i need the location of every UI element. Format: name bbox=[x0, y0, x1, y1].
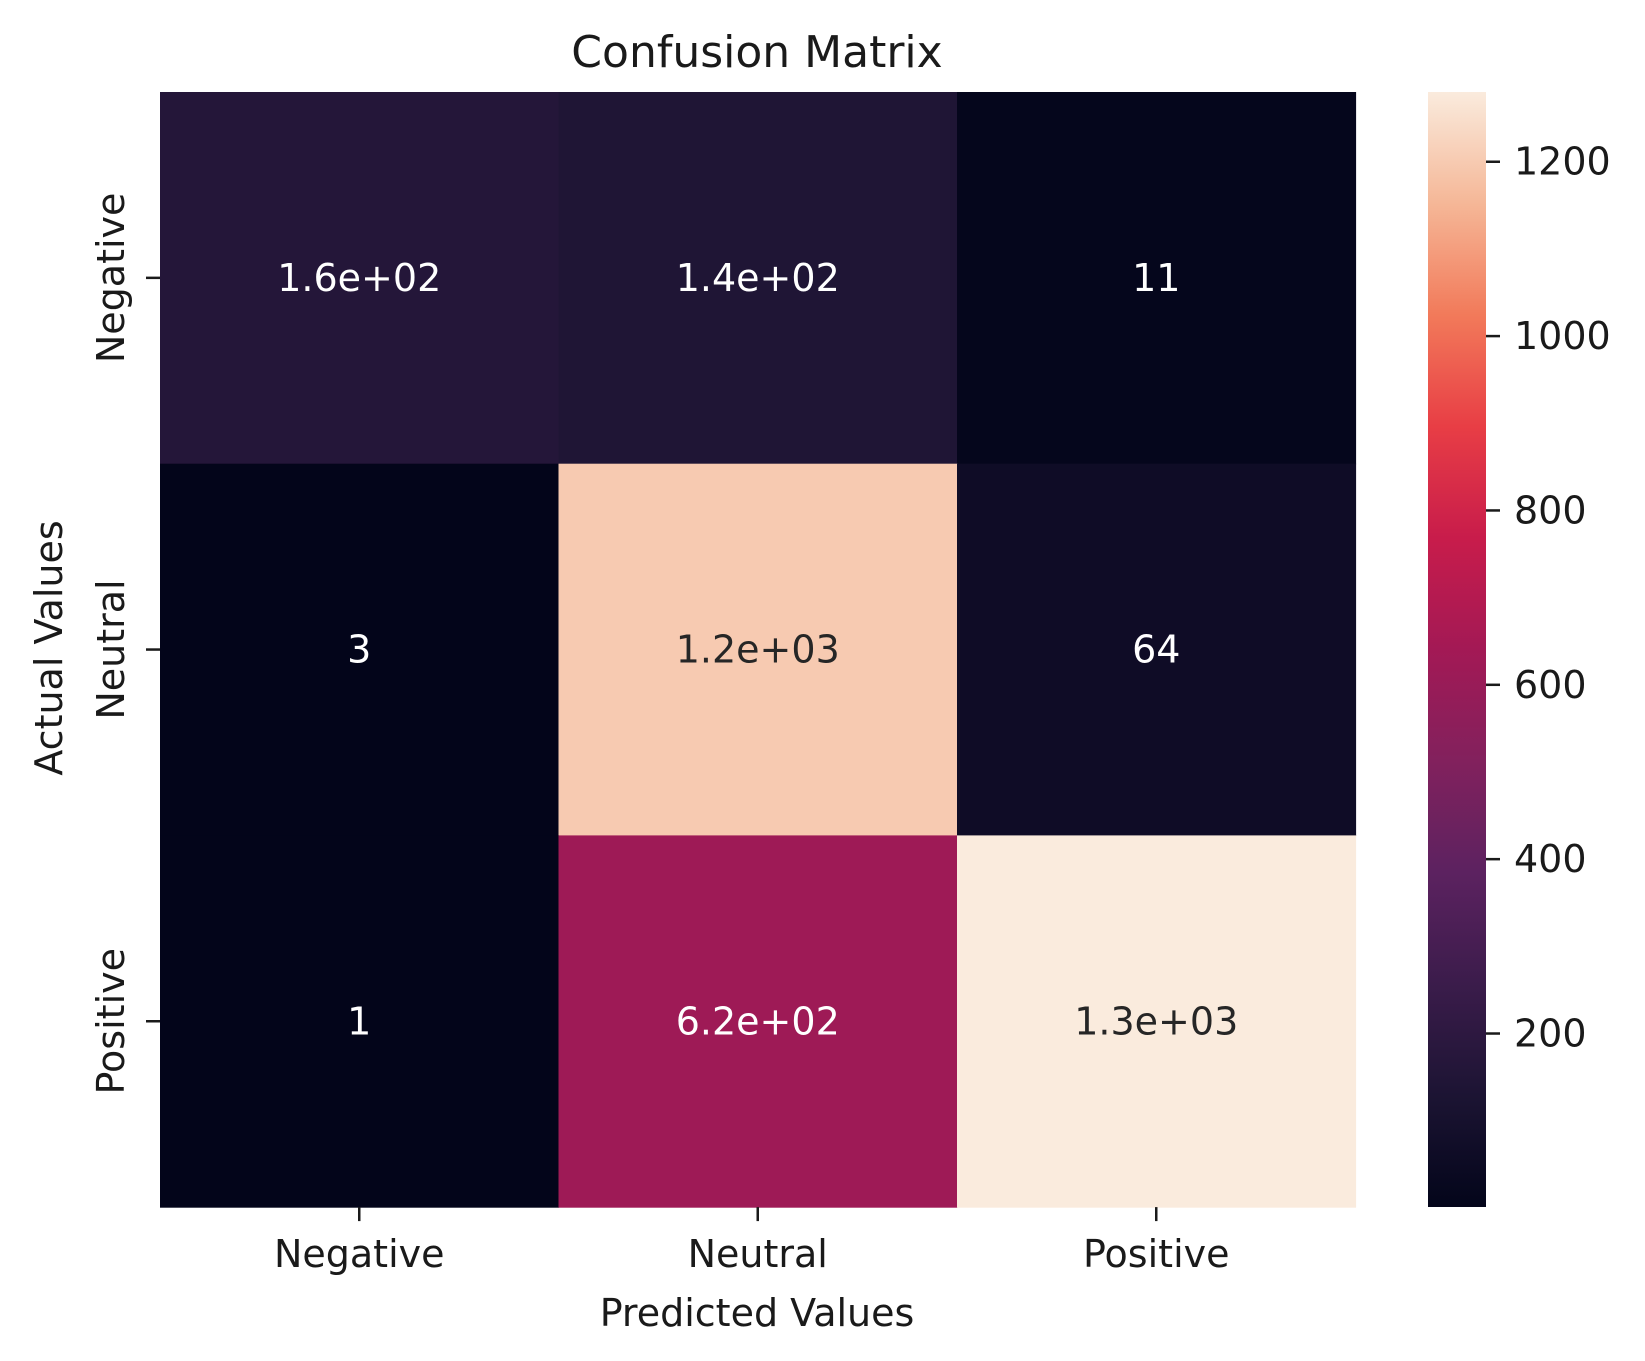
chart-title: Confusion Matrix bbox=[571, 27, 942, 78]
heatmap-cell bbox=[160, 92, 560, 465]
colorbar-gradient bbox=[1428, 92, 1486, 1207]
colorbar-tick-label: 200 bbox=[1514, 1012, 1587, 1056]
x-axis: Negative Neutral Positive bbox=[274, 1207, 1230, 1276]
y-axis-label: Actual Values bbox=[27, 520, 71, 775]
colorbar-tick-label: 1000 bbox=[1514, 314, 1611, 358]
x-axis-label: Predicted Values bbox=[600, 1291, 915, 1335]
cell-value-label: 1.4e+02 bbox=[676, 256, 840, 300]
cell-value-label: 64 bbox=[1132, 628, 1180, 672]
heatmap-cell-labels: 1.6e+02 1.4e+02 11 3 1.2e+03 64 1 6.2e+02 1.3e+0… bbox=[277, 256, 1238, 1043]
cell-value-label: 1 bbox=[347, 999, 371, 1043]
heatmap-cell bbox=[957, 463, 1357, 836]
cell-value-label: 6.2e+02 bbox=[676, 999, 840, 1043]
heatmap-cell bbox=[558, 463, 958, 836]
x-tick-label: Neutral bbox=[688, 1232, 828, 1276]
y-tick-label: Negative bbox=[89, 193, 133, 364]
heatmap-cell bbox=[160, 835, 560, 1208]
y-axis: Negative Neutral Positive bbox=[89, 193, 160, 1095]
cell-value-label: 3 bbox=[347, 628, 371, 672]
colorbar: 200 400 600 800 1000 1200 bbox=[1428, 92, 1611, 1207]
heatmap-cell bbox=[558, 92, 958, 465]
colorbar-ticks: 200 400 600 800 1000 1200 bbox=[1486, 140, 1611, 1056]
colorbar-tick-label: 800 bbox=[1514, 488, 1587, 532]
y-tick-label: Positive bbox=[89, 948, 133, 1095]
heatmap-cell bbox=[160, 463, 560, 836]
cell-value-label: 11 bbox=[1132, 256, 1180, 300]
cell-value-label: 1.3e+03 bbox=[1074, 999, 1238, 1043]
heatmap-cell bbox=[957, 92, 1357, 465]
cell-value-label: 1.2e+03 bbox=[676, 628, 840, 672]
y-tick-label: Neutral bbox=[89, 579, 133, 719]
x-tick-label: Positive bbox=[1083, 1232, 1230, 1276]
heatmap-cells bbox=[160, 92, 1357, 1208]
colorbar-tick-label: 1200 bbox=[1514, 140, 1611, 184]
colorbar-tick-label: 600 bbox=[1514, 663, 1587, 707]
x-tick-label: Negative bbox=[274, 1232, 445, 1276]
heatmap-cell bbox=[558, 835, 958, 1208]
colorbar-tick-label: 400 bbox=[1514, 837, 1587, 881]
heatmap-cell bbox=[957, 835, 1357, 1208]
cell-value-label: 1.6e+02 bbox=[277, 256, 441, 300]
